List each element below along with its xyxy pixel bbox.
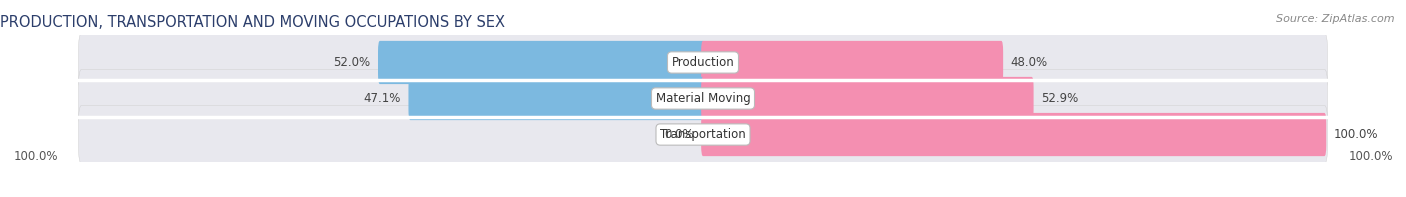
FancyBboxPatch shape	[79, 33, 1327, 92]
Text: 100.0%: 100.0%	[13, 150, 58, 163]
Text: 100.0%: 100.0%	[1334, 128, 1378, 141]
FancyBboxPatch shape	[702, 77, 1033, 120]
FancyBboxPatch shape	[79, 69, 1327, 128]
Text: Material Moving: Material Moving	[655, 92, 751, 105]
FancyBboxPatch shape	[378, 41, 704, 84]
FancyBboxPatch shape	[702, 113, 1326, 156]
FancyBboxPatch shape	[702, 41, 1002, 84]
Text: 52.0%: 52.0%	[333, 56, 371, 69]
Text: Production: Production	[672, 56, 734, 69]
FancyBboxPatch shape	[79, 105, 1327, 164]
Text: Transportation: Transportation	[661, 128, 745, 141]
Text: 0.0%: 0.0%	[664, 128, 693, 141]
Text: 47.1%: 47.1%	[364, 92, 401, 105]
FancyBboxPatch shape	[409, 77, 704, 120]
Text: 52.9%: 52.9%	[1040, 92, 1078, 105]
Text: 100.0%: 100.0%	[1348, 150, 1393, 163]
Text: 48.0%: 48.0%	[1011, 56, 1047, 69]
Text: PRODUCTION, TRANSPORTATION AND MOVING OCCUPATIONS BY SEX: PRODUCTION, TRANSPORTATION AND MOVING OC…	[0, 15, 505, 30]
Text: Source: ZipAtlas.com: Source: ZipAtlas.com	[1277, 14, 1395, 24]
